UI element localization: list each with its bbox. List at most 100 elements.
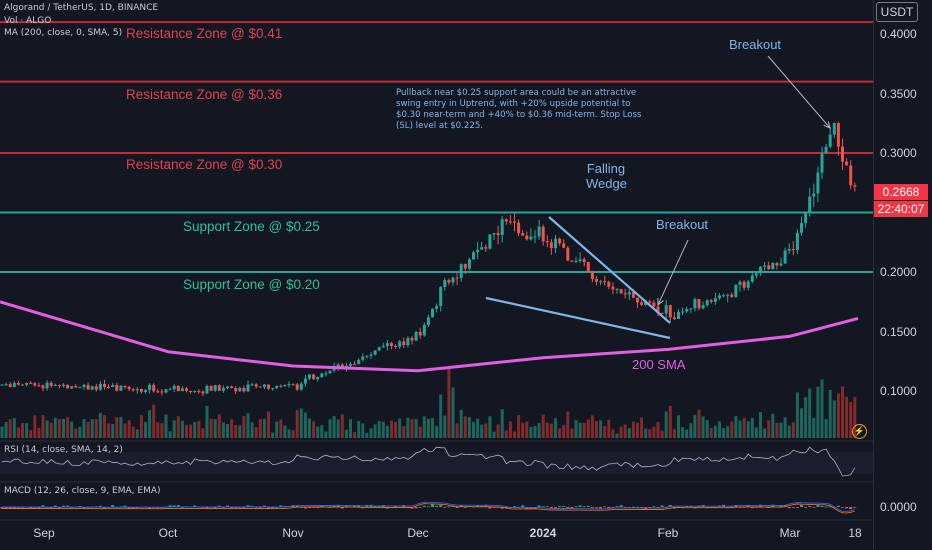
volume-bar xyxy=(213,419,217,438)
volume-bar xyxy=(303,412,307,438)
volume-bar xyxy=(631,421,635,438)
volume-bar xyxy=(734,416,738,438)
macd-histogram-bar xyxy=(168,505,172,507)
price-axis[interactable] xyxy=(873,0,932,550)
candle-body xyxy=(504,219,508,222)
volume-bar xyxy=(504,430,508,438)
macd-histogram-bar xyxy=(353,505,357,507)
candle-body xyxy=(303,378,307,384)
volume-bar xyxy=(718,421,721,438)
candle-body xyxy=(398,341,402,347)
macd-histogram-bar xyxy=(611,507,615,508)
volume-bar xyxy=(336,419,340,438)
candle-body xyxy=(308,374,311,379)
candle-body xyxy=(172,385,176,389)
sma-200-label: 200 SMA xyxy=(632,357,686,372)
candle-body xyxy=(508,221,512,223)
candle-body xyxy=(82,384,86,387)
candle-body xyxy=(86,384,90,390)
candle-body xyxy=(406,337,410,346)
volume-bar xyxy=(603,426,607,438)
volume-bar xyxy=(545,422,549,438)
currency-selector[interactable]: USDT xyxy=(876,2,918,22)
macd-histogram-bar xyxy=(49,507,53,510)
volume-bar xyxy=(316,426,320,438)
candle-body xyxy=(459,264,463,279)
volume-bar xyxy=(160,423,164,438)
candle-body xyxy=(627,292,631,295)
volume-bar xyxy=(476,418,480,438)
volume-bar xyxy=(828,390,832,438)
candle-body xyxy=(791,248,795,251)
volume-bar xyxy=(74,428,78,438)
volume-bar xyxy=(16,427,20,438)
volume-bar xyxy=(664,411,668,438)
macd-histogram-bar xyxy=(574,506,578,508)
volume-bar xyxy=(570,428,574,438)
macd-histogram-bar xyxy=(230,507,234,509)
volume-bar xyxy=(791,422,795,438)
volume-bar xyxy=(517,415,521,438)
volume-bar xyxy=(841,386,844,438)
macd-histogram-bar xyxy=(636,506,639,508)
macd-histogram-bar xyxy=(127,507,131,509)
volume-bar xyxy=(332,416,336,438)
macd-histogram-bar xyxy=(422,505,426,507)
volume-bar xyxy=(816,386,820,438)
candle-body xyxy=(320,373,324,377)
volume-bar xyxy=(103,415,106,438)
volume-bar xyxy=(180,420,184,438)
macd-histogram-bar xyxy=(78,506,82,507)
candle-body xyxy=(648,301,652,303)
volume-bar xyxy=(726,426,730,438)
candle-body xyxy=(652,302,656,307)
volume-bar xyxy=(636,423,639,438)
candle-body xyxy=(238,387,242,392)
volume-bar xyxy=(644,428,648,438)
candle-body xyxy=(537,226,541,237)
macd-histogram-bar xyxy=(586,505,590,507)
macd-histogram-bar xyxy=(791,507,795,508)
candle-body xyxy=(611,286,615,290)
macd-histogram-bar xyxy=(607,507,611,509)
volume-bar xyxy=(57,419,61,438)
candle-body xyxy=(160,391,164,393)
volume-bar xyxy=(668,405,672,438)
macd-histogram-bar xyxy=(570,507,574,509)
volume-bar xyxy=(254,427,258,438)
macd-histogram-bar xyxy=(103,507,106,509)
candle-body xyxy=(619,289,623,294)
macd-histogram-bar xyxy=(808,505,812,507)
macd-histogram-bar xyxy=(213,507,217,509)
macd-line xyxy=(2,501,855,512)
macd-histogram-bar xyxy=(242,507,246,509)
candle-body xyxy=(824,146,828,154)
volume-bar xyxy=(45,420,49,438)
volume-bar xyxy=(283,425,287,438)
candle-body xyxy=(631,292,635,298)
volume-bar xyxy=(156,422,160,438)
lightning-icon[interactable]: ⚡ xyxy=(852,424,867,439)
candle-body xyxy=(41,385,45,389)
volume-bar xyxy=(373,424,377,438)
macd-histogram-bar xyxy=(492,507,496,508)
candle-body xyxy=(230,386,234,389)
volume-bar xyxy=(390,420,393,438)
volume-bar xyxy=(759,412,762,438)
macd-histogram-bar xyxy=(246,505,250,507)
candle-body xyxy=(500,219,504,236)
volume-bar xyxy=(513,431,516,438)
volume-bar xyxy=(320,425,324,438)
volume-bar xyxy=(590,415,594,438)
price-axis-tick: 0.2000 xyxy=(880,265,917,279)
candle-body xyxy=(439,286,443,306)
macd-histogram-bar xyxy=(595,507,598,508)
candle-body xyxy=(754,273,758,276)
macd-histogram-bar xyxy=(513,506,516,507)
candle-body xyxy=(193,391,197,393)
volume-bar xyxy=(418,426,422,438)
macd-histogram-bar xyxy=(172,505,176,507)
candle-body xyxy=(759,266,762,274)
price-axis-tick: 0.1000 xyxy=(880,384,917,398)
